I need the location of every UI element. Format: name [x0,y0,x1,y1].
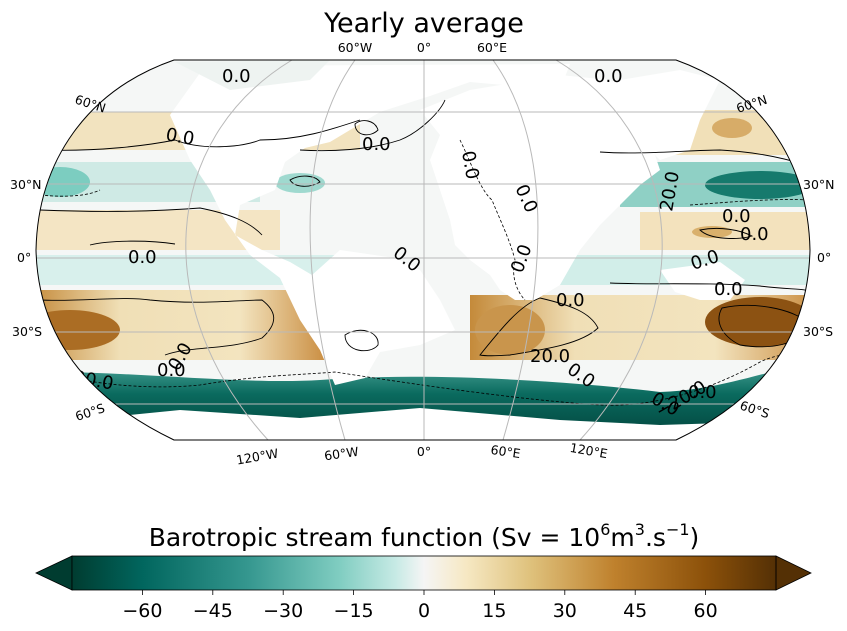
south-atlantic-brown-core [475,305,545,355]
lat-label-left: 30°S [12,324,42,339]
antarctica-land [36,408,810,440]
north-tan-core [712,118,752,138]
arctic-coast [175,60,330,90]
contour-line [344,329,379,352]
colorbar-title-close: ) [690,523,700,552]
lon-label-bottom: 60°E [490,442,522,461]
north-atlantic-teal-core [705,171,810,199]
colorbar-title-sup: 3 [635,520,645,539]
contour-label: 0.0 [556,290,585,311]
contour-label: 0.0 [714,279,743,300]
tropical-tan-band-west [36,210,280,250]
colorbar-tick-label: 60 [694,600,718,622]
americas-land [170,64,570,385]
south-indian-brown-core [705,297,810,347]
colorbar: −60 −45 −30 −15 0 15 30 45 60 [35,555,812,622]
colorbar-tick-label: −15 [334,600,374,622]
lon-label-bottom: 120°W [235,445,279,467]
contour-lines-negative [39,139,810,406]
map-title: Yearly average [323,8,524,39]
lat-label-right: 0° [817,250,831,265]
contour-label: 0.0 [157,360,186,381]
contour-line [289,175,321,187]
lat-label-right: 30°S [803,324,833,339]
lon-label-top: 0° [417,40,431,55]
colorbar-title-unit: m [610,523,634,552]
colorbar-tick-label: 45 [623,600,647,622]
colorbar-title-text: Barotropic stream function (Sv = 10 [149,523,601,552]
colorbar-tick-label: 30 [553,600,577,622]
lon-label-bottom: 120°E [569,440,609,461]
colorbar-title-unit: .s [645,523,666,552]
contour-line [299,99,446,152]
contour-line [39,189,101,197]
contour-line [699,227,754,239]
colorbar-tick-label: −30 [263,600,303,622]
colorbar-title-sup: 6 [600,520,610,539]
contour-label: 0.0 [688,382,717,403]
contour-label: 0.0 [594,66,623,87]
contour-line [39,298,275,356]
gridline-60E [492,60,539,440]
colorbar-extend-max [775,555,812,591]
contour-label: 0.0 [362,134,391,155]
contour-line [89,240,176,246]
colorbar-gradient [72,556,776,590]
colorbar-tick-label: −45 [193,600,233,622]
contour-label: 0.0 [128,247,157,268]
contour-label: 0.0 [457,149,483,181]
contour-lines [39,99,810,357]
contour-line [599,149,807,166]
gridline-120E [555,60,663,440]
colorbar-ticks: −60 −45 −30 −15 0 15 30 45 60 [122,590,718,622]
tropical-tan-core [692,226,732,238]
gridline-120W [185,60,293,440]
colorbar-title-sup: −1 [666,520,690,539]
contour-label: 0.0 [722,206,751,227]
contour-line [354,120,379,136]
lon-label-bottom: 0° [417,444,431,459]
lon-label-top: 60°E [477,40,507,55]
lon-label-top: 60°W [338,40,373,55]
graticule [36,60,810,440]
lat-label-left: 60°S [73,400,106,424]
lat-label-left: 0° [17,250,31,265]
contour-line [609,282,810,293]
asia-land [560,70,720,160]
australia-land [660,262,745,300]
africa-eurasia-land [420,75,660,300]
colorbar-extend-min [35,555,73,591]
colorbar-tick-label: 0 [418,600,430,622]
contour-label: 0.0 [740,224,769,245]
lat-label-right: 30°N [803,177,835,192]
contour-label: 0.0 [222,66,251,87]
map-body: 0.0 0.0 0.0 0.0 0.0 0.0 0.0 0.0 0.0 0.0 … [36,60,810,440]
contour-label: 0.0 [164,124,196,150]
gridline-60W [309,60,356,440]
contour-line [689,199,810,206]
colorbar-tick-label: −60 [122,600,162,622]
contour-label: 20.0 [530,346,570,367]
lat-label-left: 30°N [10,177,42,192]
contour-line [39,349,810,406]
contour-line [479,297,599,357]
contour-line [459,139,526,301]
colorbar-title: Barotropic stream function (Sv = 106m3.s… [149,520,700,552]
colorbar-tick-label: 15 [482,600,506,622]
lon-label-bottom: 60°W [323,444,359,464]
lat-label-right: 60°S [738,398,771,422]
contour-line [39,119,361,151]
